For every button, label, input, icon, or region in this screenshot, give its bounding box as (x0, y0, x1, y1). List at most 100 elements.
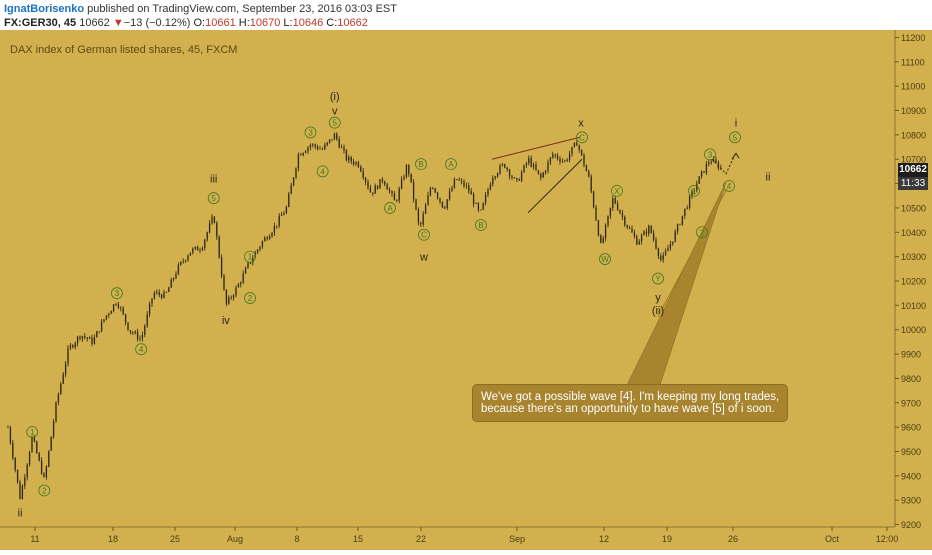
wave-circle-text: X (614, 187, 620, 196)
symbol-label[interactable]: FX:GER30, 45 (4, 17, 77, 29)
candle-body (688, 196, 691, 208)
candle-body (664, 251, 667, 256)
candle-body (278, 216, 280, 226)
open-label: O: (193, 17, 206, 29)
wave-circle-label (384, 202, 396, 214)
candle-body (170, 279, 172, 288)
wave-circle-text: 3 (708, 150, 713, 159)
candle-body (463, 181, 465, 187)
candle-body (640, 235, 643, 242)
wave-circle-text: 2 (700, 228, 705, 237)
candle-body (225, 289, 228, 304)
candle-body (396, 200, 398, 202)
wave-circle-label (696, 226, 708, 239)
candle-body (633, 232, 636, 237)
publish-line: IgnatBorisenko published on TradingView.… (4, 3, 397, 15)
candle-body (96, 331, 98, 338)
wave-circle-label (599, 253, 611, 265)
wave-circle-label (688, 184, 700, 197)
candle-body (424, 205, 427, 214)
channel-upper-line[interactable] (491, 136, 581, 160)
author-link[interactable]: IgnatBorisenko (4, 3, 85, 15)
channel-lower-line[interactable] (527, 158, 583, 214)
candle-body (86, 337, 88, 339)
price-tick-label: 10800 (901, 130, 926, 140)
candle-body (542, 172, 544, 178)
price-chart[interactable]: 9200 9300 9400 9500 9600 9700 9800 9900 10000 101… (0, 30, 932, 550)
candle-body (180, 261, 182, 265)
candle-body (271, 232, 273, 237)
candle-body (415, 199, 417, 210)
candle-body (532, 164, 535, 167)
candle-body (400, 179, 403, 189)
candle-body (451, 187, 453, 192)
candle-body (266, 237, 268, 240)
candle-body (448, 191, 451, 200)
candle-body (7, 427, 9, 428)
annotation-callout[interactable]: We've got a possible wave [4]. I'm keepi… (472, 384, 788, 422)
candle-body (460, 180, 463, 182)
candle-body (295, 168, 297, 178)
candle-body (691, 191, 693, 197)
candle-body (117, 304, 120, 308)
candle-body (204, 239, 206, 249)
projection-path (711, 154, 736, 175)
candle-body (523, 165, 525, 173)
close-value: 10662 (337, 17, 368, 29)
wave-circle-text: 2 (248, 294, 253, 303)
candle-body (16, 469, 19, 483)
candle-body (686, 207, 688, 209)
candle-body (669, 243, 672, 249)
candle-body (626, 225, 628, 228)
candle-body (112, 304, 115, 312)
candle-body (386, 184, 388, 190)
candle-body (45, 466, 48, 477)
candle-body (192, 248, 194, 253)
candle-body (489, 184, 492, 190)
candle-body (21, 485, 24, 499)
candle-body (333, 133, 336, 140)
candle-body (300, 154, 302, 156)
candle-body (57, 393, 60, 403)
candle-body (420, 222, 422, 225)
candle-body (31, 436, 33, 453)
candle-body (441, 201, 444, 208)
low-label: L: (283, 17, 293, 29)
wave-circle-text: W (601, 255, 609, 264)
candle-body (256, 249, 259, 253)
candle-body (604, 224, 607, 239)
price-tick-label: 9500 (901, 447, 921, 457)
candle-body (103, 319, 105, 322)
candle-body (434, 188, 436, 193)
chart-area[interactable]: 9200 9300 9400 9500 9600 9700 9800 9900 10000 101… (0, 30, 932, 550)
candle-body (115, 304, 117, 306)
candle-body (367, 181, 369, 188)
candle-body (472, 194, 475, 204)
wave-circle-text: 2 (42, 486, 47, 495)
candle-body (88, 337, 91, 339)
last-price: 10662 (79, 17, 110, 29)
candle-body (74, 343, 76, 348)
wave-circle-label (445, 158, 457, 170)
candle-body (566, 159, 568, 161)
candle-body (405, 165, 408, 178)
candle-body (297, 154, 300, 169)
close-label: C: (326, 17, 338, 29)
time-tick-label: 12:00 (876, 534, 899, 544)
candle-body (290, 185, 292, 194)
candle-body (681, 215, 684, 225)
candle-body (679, 224, 681, 226)
candle-body (122, 308, 124, 315)
candle-body (304, 151, 307, 153)
candle-body (616, 203, 619, 210)
candle-body (518, 179, 520, 181)
candle-body (172, 278, 175, 280)
wave-circle-label (328, 116, 341, 129)
candle-body (484, 194, 487, 203)
candle-body (446, 199, 448, 208)
candle-body (91, 337, 93, 344)
price-tick-label: 9600 (901, 423, 921, 433)
wave-circle-label (475, 219, 487, 231)
candle-body (223, 276, 225, 290)
candle-body (79, 336, 81, 339)
